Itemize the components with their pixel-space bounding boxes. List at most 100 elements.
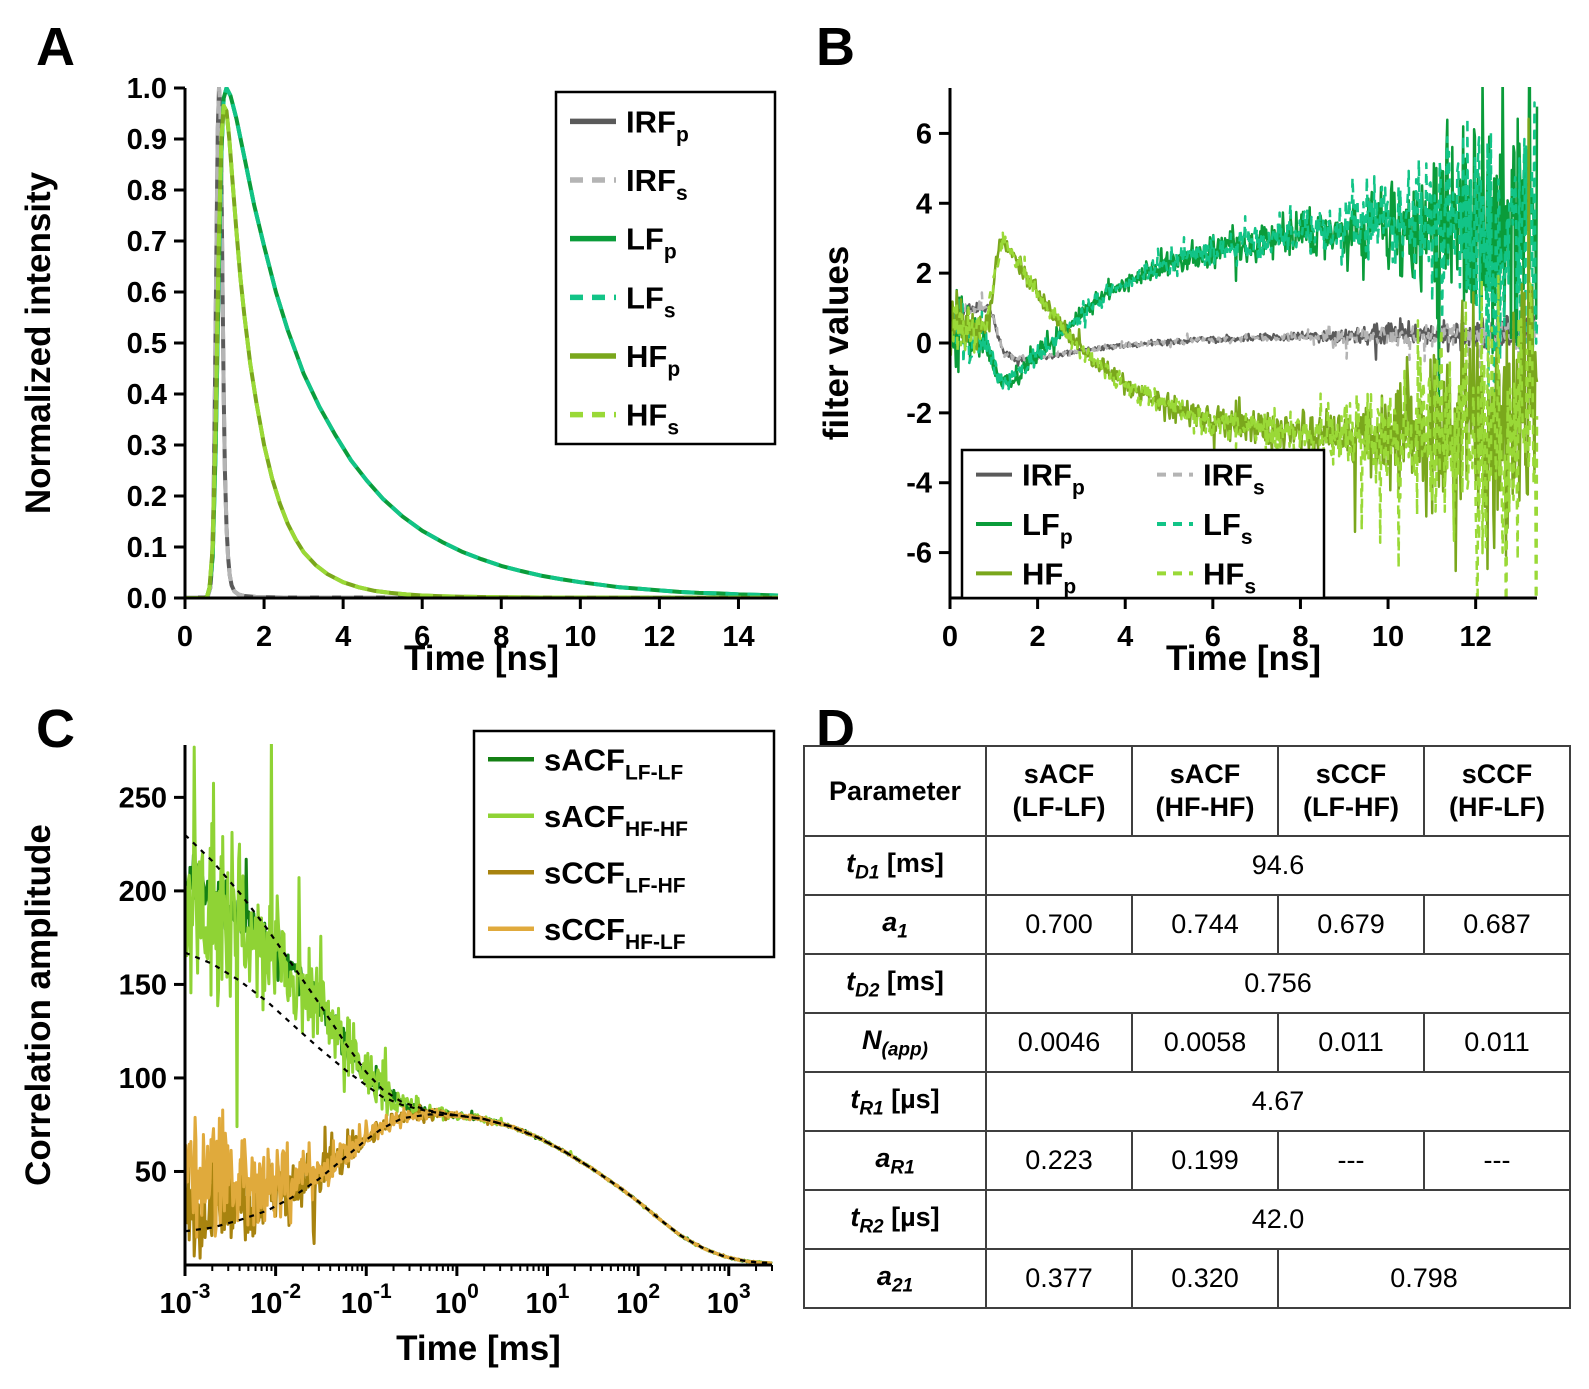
legend-item-HFp: HFp bbox=[976, 556, 1076, 598]
y-tick-label: -2 bbox=[906, 398, 932, 430]
legend-item-sACF-HF-HF: sACFHF-HF bbox=[488, 799, 688, 841]
panel-label-b: B bbox=[816, 17, 855, 77]
legend-item-HFp: HFp bbox=[570, 339, 680, 381]
legend-label: HFp bbox=[626, 339, 680, 381]
value-cell: 42.0 bbox=[985, 1189, 1571, 1250]
header-parameter: Parameter bbox=[803, 745, 987, 837]
table-header-row: Parameter sACF (LF-LF) sACF (HF-HF) sCCF (LF-H… bbox=[803, 745, 1571, 837]
legend-item-LFs: LFs bbox=[570, 280, 676, 322]
legend-item-IRFp: IRFp bbox=[976, 458, 1085, 500]
header-column: sACF (HF-HF) bbox=[1131, 745, 1279, 837]
header-column: sCCF (LF-HF) bbox=[1277, 745, 1425, 837]
x-tick-label: 10 bbox=[1372, 621, 1404, 653]
value-cell: 0.744 bbox=[1131, 894, 1279, 955]
table-row: N(app) 0.0046 0.0058 0.011 0.011 bbox=[803, 1012, 1571, 1073]
x-tick-label: 8 bbox=[1292, 621, 1308, 653]
x-tick-label: 8 bbox=[493, 621, 509, 653]
x-tick-label: 102 bbox=[616, 1280, 660, 1320]
x-tick-label: 2 bbox=[1030, 621, 1046, 653]
y-tick-label: 250 bbox=[119, 782, 167, 814]
x-tick-label: 4 bbox=[1117, 621, 1133, 653]
value-cell: 0.679 bbox=[1277, 894, 1425, 955]
parameters-table: Parameter sACF (LF-LF) sACF (HF-HF) sCCF (LF-H… bbox=[803, 745, 1571, 1309]
y-tick-label: 0.6 bbox=[127, 277, 167, 309]
value-cell: 0.377 bbox=[985, 1248, 1133, 1309]
y-tick-label: 0.5 bbox=[127, 328, 167, 360]
value-cell: 0.320 bbox=[1131, 1248, 1279, 1309]
parameters-table-container: Parameter sACF (LF-LF) sACF (HF-HF) sCCF (LF-H… bbox=[803, 745, 1571, 1309]
legend-item-LFp: LFp bbox=[570, 222, 677, 264]
value-cell: 0.756 bbox=[985, 953, 1571, 1014]
legend-box bbox=[472, 729, 776, 959]
legend-label: LFs bbox=[1203, 507, 1253, 549]
param-cell: tR2 [µs] bbox=[803, 1189, 987, 1250]
y-tick-label: 0.1 bbox=[127, 532, 167, 564]
x-tick-label: 10 bbox=[564, 621, 596, 653]
legend-item-IRFs: IRFs bbox=[1157, 458, 1265, 500]
x-tick-label: 2 bbox=[256, 621, 272, 653]
value-cell: 4.67 bbox=[985, 1071, 1571, 1132]
param-cell: tD1 [ms] bbox=[803, 835, 987, 896]
x-tick-label: 6 bbox=[1205, 621, 1221, 653]
y-axis-label: Correlation amplitude bbox=[19, 824, 58, 1186]
y-tick-label: 1.0 bbox=[127, 73, 167, 105]
legend-item-LFs: LFs bbox=[1157, 507, 1253, 549]
x-tick-label: 12 bbox=[1460, 621, 1492, 653]
legend-label: sCCFHF-LF bbox=[544, 912, 686, 954]
x-tick-label: 12 bbox=[643, 621, 675, 653]
y-tick-label: 150 bbox=[119, 969, 167, 1001]
legend-label: HFp bbox=[1022, 556, 1076, 598]
plot-area bbox=[951, 87, 1539, 598]
param-cell: a1 bbox=[803, 894, 987, 955]
value-cell: 0.011 bbox=[1423, 1012, 1571, 1073]
y-tick-label: -6 bbox=[906, 538, 932, 570]
legend-item-LFp: LFp bbox=[976, 507, 1073, 549]
table-row: aR1 0.223 0.199 --- --- bbox=[803, 1130, 1571, 1191]
legend-label: LFp bbox=[626, 222, 677, 264]
legend-label: IRFs bbox=[1203, 458, 1265, 500]
y-tick-label: -4 bbox=[906, 468, 932, 500]
y-tick-label: 4 bbox=[916, 188, 932, 220]
legend-item-IRFp: IRFp bbox=[570, 104, 689, 146]
panel-label-a: A bbox=[36, 17, 75, 77]
legend-item-sACF-LF-LF: sACFLF-LF bbox=[488, 742, 683, 784]
value-cell: 0.700 bbox=[985, 894, 1133, 955]
header-column: sCCF (HF-LF) bbox=[1423, 745, 1571, 837]
legend-item-sCCF-HF-LF: sCCFHF-LF bbox=[488, 912, 686, 954]
param-cell: tR1 [µs] bbox=[803, 1071, 987, 1132]
table-row: a21 0.377 0.320 0.798 bbox=[803, 1248, 1571, 1309]
legend-label: LFs bbox=[626, 280, 676, 322]
param-cell: N(app) bbox=[803, 1012, 987, 1073]
legend: IRFp IRFs LFp LFs HFp HFs bbox=[554, 90, 777, 446]
x-tick-label: 10-3 bbox=[160, 1280, 211, 1320]
y-tick-label: 6 bbox=[916, 118, 932, 150]
series-LFp bbox=[951, 87, 1539, 404]
legend: IRFp IRFs LFp LFs HFp HFs bbox=[960, 448, 1326, 600]
legend-label: sACFHF-HF bbox=[544, 799, 688, 841]
legend-label: sCCFLF-HF bbox=[544, 855, 686, 897]
y-tick-label: 2 bbox=[916, 258, 932, 290]
series-HFs bbox=[951, 231, 1539, 598]
chart-correlation-amplitude: 10-3 10-2 10-1 100 101 102 103 50 100 150 200 250 Ti… bbox=[19, 729, 776, 1368]
legend-label: IRFs bbox=[626, 163, 688, 205]
x-tick-label: 10-2 bbox=[250, 1280, 301, 1320]
x-tick-label: 14 bbox=[722, 621, 754, 653]
param-cell: aR1 bbox=[803, 1130, 987, 1191]
legend-label: IRFp bbox=[626, 104, 689, 146]
y-tick-label: 0.2 bbox=[127, 481, 167, 513]
legend-box bbox=[960, 448, 1326, 600]
legend-box bbox=[554, 90, 777, 446]
value-cell: 0.199 bbox=[1131, 1130, 1279, 1191]
legend-label: HFs bbox=[1203, 556, 1256, 598]
x-tick-label: 0 bbox=[942, 621, 958, 653]
series-fit2 bbox=[186, 951, 592, 1169]
value-cell: 0.798 bbox=[1277, 1248, 1571, 1309]
plot-area bbox=[186, 744, 773, 1265]
y-tick-label: 0.4 bbox=[127, 379, 167, 411]
legend: sACFLF-LF sACFHF-HF sCCFLF-HF sCCFHF-LF bbox=[472, 729, 776, 959]
legend-label: LFp bbox=[1022, 507, 1073, 549]
y-axis-label: filter values bbox=[817, 246, 856, 441]
value-cell: --- bbox=[1423, 1130, 1571, 1191]
